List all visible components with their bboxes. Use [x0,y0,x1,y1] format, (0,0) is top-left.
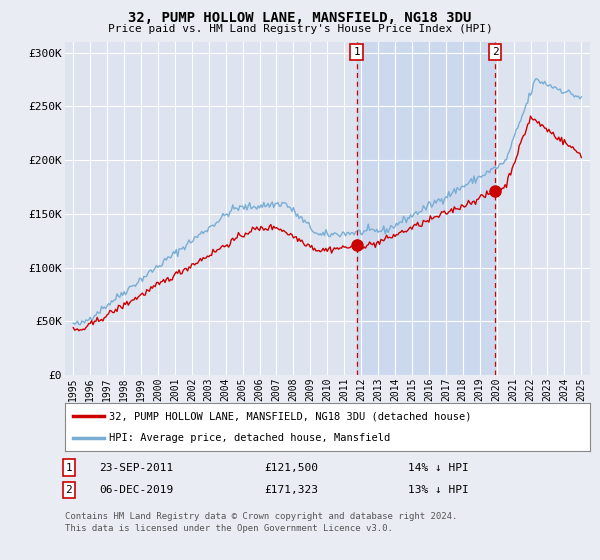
Text: 1: 1 [65,463,73,473]
Text: £121,500: £121,500 [264,463,318,473]
Text: This data is licensed under the Open Government Licence v3.0.: This data is licensed under the Open Gov… [65,524,392,533]
Text: £171,323: £171,323 [264,485,318,495]
Text: 1: 1 [353,47,360,57]
Text: 14% ↓ HPI: 14% ↓ HPI [408,463,469,473]
Bar [356,42,495,375]
Text: 2: 2 [65,485,73,495]
Text: Price paid vs. HM Land Registry's House Price Index (HPI): Price paid vs. HM Land Registry's House … [107,24,493,34]
Text: 2: 2 [492,47,499,57]
Text: 23-SEP-2011: 23-SEP-2011 [99,463,173,473]
Text: 13% ↓ HPI: 13% ↓ HPI [408,485,469,495]
Text: 32, PUMP HOLLOW LANE, MANSFIELD, NG18 3DU: 32, PUMP HOLLOW LANE, MANSFIELD, NG18 3D… [128,11,472,25]
Text: 06-DEC-2019: 06-DEC-2019 [99,485,173,495]
Text: HPI: Average price, detached house, Mansfield: HPI: Average price, detached house, Mans… [109,433,391,443]
Text: Contains HM Land Registry data © Crown copyright and database right 2024.: Contains HM Land Registry data © Crown c… [65,512,457,521]
Text: 32, PUMP HOLLOW LANE, MANSFIELD, NG18 3DU (detached house): 32, PUMP HOLLOW LANE, MANSFIELD, NG18 3D… [109,411,472,421]
